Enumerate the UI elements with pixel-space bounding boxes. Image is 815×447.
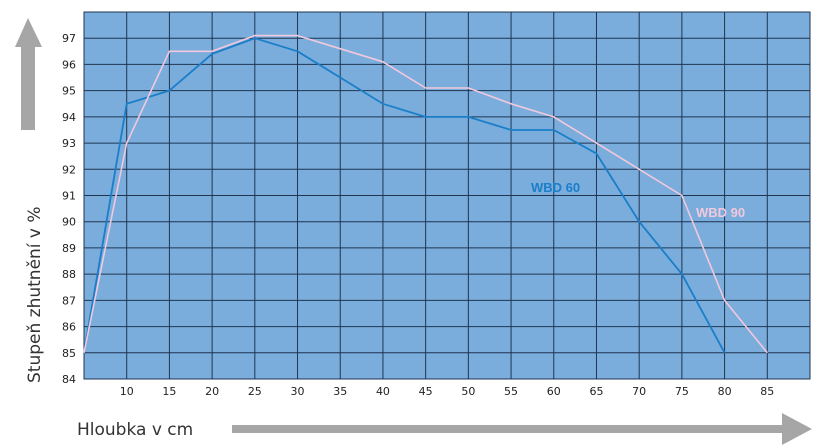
x-axis-title: Hloubka v cm	[77, 420, 193, 440]
x-tick-label: 25	[248, 385, 262, 398]
y-tick-label: 89	[62, 242, 76, 255]
y-axis-arrow-icon	[15, 18, 42, 130]
y-tick-label: 91	[62, 190, 76, 203]
y-tick-label: 87	[62, 294, 76, 307]
x-tick-label: 70	[632, 385, 646, 398]
x-tick-label: 40	[376, 385, 390, 398]
series-lines	[83, 34, 768, 354]
x-tick-label: 75	[675, 385, 689, 398]
y-tick-label: 88	[62, 268, 76, 281]
x-tick-label: 50	[461, 385, 475, 398]
series-line-wbd90	[83, 34, 768, 354]
y-tick-label: 97	[62, 32, 76, 45]
y-tick-label: 96	[62, 58, 76, 71]
x-tick-label: 65	[589, 385, 603, 398]
y-tick-label: 92	[62, 163, 76, 176]
series-label-wbd60: WBD 60	[531, 180, 580, 195]
y-tick-label: 84	[62, 373, 76, 386]
x-axis-arrow-icon	[232, 413, 812, 445]
y-tick-labels: 84 85 86 87 88 89 90 91 92 93 94 95 96 97	[62, 32, 76, 386]
series-line-wbd60	[83, 37, 726, 354]
x-tick-label: 20	[205, 385, 219, 398]
y-tick-label: 86	[62, 321, 76, 334]
x-tick-label: 15	[162, 385, 176, 398]
x-tick-label: 80	[718, 385, 732, 398]
y-tick-label: 85	[62, 347, 76, 360]
y-tick-label: 94	[62, 111, 76, 124]
x-tick-label: 55	[504, 385, 518, 398]
x-tick-label: 60	[547, 385, 561, 398]
x-tick-label: 45	[419, 385, 433, 398]
x-tick-label: 30	[291, 385, 305, 398]
y-tick-label: 95	[62, 85, 76, 98]
x-tick-label: 85	[760, 385, 774, 398]
series-label-wbd90: WBD 90	[696, 205, 745, 220]
x-tick-labels: 10 15 20 25 30 35 40 45 50 55 60 65 70 75 80 85	[120, 385, 775, 398]
y-tick-label: 90	[62, 216, 76, 229]
x-tick-label: 10	[120, 385, 134, 398]
y-axis-title: Stupeň zhutnění v %	[25, 206, 45, 383]
y-tick-label: 93	[62, 137, 76, 150]
x-tick-label: 35	[333, 385, 347, 398]
grid	[84, 12, 810, 379]
